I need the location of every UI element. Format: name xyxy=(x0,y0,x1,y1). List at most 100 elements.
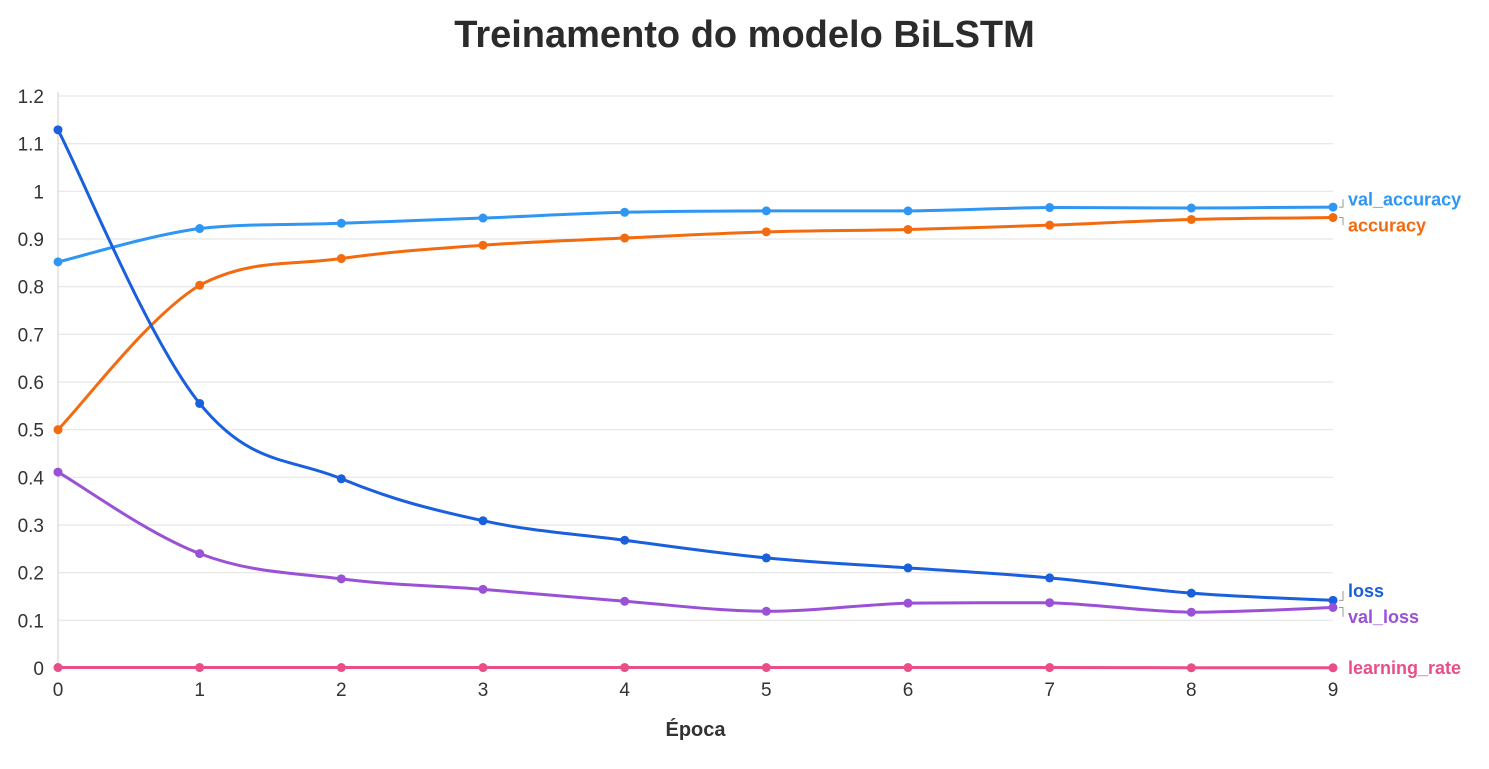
series-learning-rate xyxy=(53,663,1338,673)
data-point xyxy=(53,257,63,267)
y-tick-label: 1 xyxy=(33,182,44,203)
data-point xyxy=(53,467,63,477)
x-tick-label: 4 xyxy=(619,680,630,701)
data-point xyxy=(903,206,913,216)
x-axis-label: Época xyxy=(665,718,726,741)
data-point xyxy=(336,663,346,673)
data-point xyxy=(336,574,346,584)
y-tick-label: 1.2 xyxy=(18,87,44,108)
data-point xyxy=(1186,607,1196,617)
x-tick-label: 1 xyxy=(194,680,205,701)
x-tick-label: 8 xyxy=(1186,680,1197,701)
y-tick-label: 0.9 xyxy=(18,230,44,251)
data-point xyxy=(53,663,63,673)
chart-title: Treinamento do modelo BiLSTM xyxy=(454,14,1035,56)
x-tick-label: 9 xyxy=(1328,680,1339,701)
data-point xyxy=(336,218,346,228)
grid xyxy=(58,95,1333,669)
series-label-val-accuracy: val_accuracy xyxy=(1339,189,1461,209)
x-tick-label: 7 xyxy=(1044,680,1055,701)
y-tick-label: 0.4 xyxy=(18,468,45,489)
data-point xyxy=(1186,588,1196,598)
series-line xyxy=(56,216,1335,432)
label-connector xyxy=(1339,199,1344,208)
data-point xyxy=(761,227,771,237)
data-point xyxy=(1045,598,1055,608)
series-label-accuracy: accuracy xyxy=(1339,215,1426,235)
data-point xyxy=(1328,595,1338,605)
data-point xyxy=(1045,663,1055,673)
data-point xyxy=(195,398,205,408)
data-point xyxy=(195,549,205,559)
data-point xyxy=(336,254,346,264)
y-tick-label: 0.6 xyxy=(18,373,44,394)
data-point xyxy=(620,207,630,217)
data-point xyxy=(1186,663,1196,673)
data-point xyxy=(195,280,205,290)
y-tick-label: 1.1 xyxy=(18,135,44,156)
data-point xyxy=(903,663,913,673)
data-point xyxy=(1328,202,1338,212)
x-tick-label: 3 xyxy=(478,680,489,701)
series-label-text: accuracy xyxy=(1348,215,1426,235)
data-point xyxy=(620,596,630,606)
series-accuracy xyxy=(53,213,1338,435)
series-val-accuracy xyxy=(53,202,1338,267)
x-tick-label: 0 xyxy=(53,680,64,701)
series-label-text: val_accuracy xyxy=(1348,189,1461,209)
y-tick-label: 0.8 xyxy=(18,278,44,299)
y-tick-label: 0.5 xyxy=(18,421,44,442)
series-lines xyxy=(53,125,1338,673)
series-label-text: learning_rate xyxy=(1348,658,1461,678)
data-point xyxy=(620,663,630,673)
series-line xyxy=(56,470,1335,614)
data-point xyxy=(1045,203,1055,213)
data-point xyxy=(195,224,205,234)
data-point xyxy=(761,663,771,673)
data-point xyxy=(53,425,63,435)
data-point xyxy=(1328,663,1338,673)
label-connector xyxy=(1339,590,1344,601)
x-tick-label: 2 xyxy=(336,680,347,701)
series-line xyxy=(56,128,1335,602)
data-point xyxy=(478,240,488,250)
data-point xyxy=(903,598,913,608)
data-point xyxy=(903,224,913,234)
data-point xyxy=(1328,213,1338,223)
label-connector xyxy=(1339,217,1344,226)
series-val-loss xyxy=(53,467,1338,617)
series-labels: val_accuracy accuracy loss val_loss learning… xyxy=(1339,189,1461,678)
series-label-val-loss: val_loss xyxy=(1339,607,1419,627)
data-point xyxy=(1186,203,1196,213)
series-label-text: val_loss xyxy=(1348,607,1419,627)
x-tick-label: 5 xyxy=(761,680,772,701)
data-point xyxy=(620,535,630,545)
y-tick-label: 0.2 xyxy=(18,564,44,585)
data-point xyxy=(478,663,488,673)
data-point xyxy=(1328,602,1338,612)
series-label-text: loss xyxy=(1348,581,1384,601)
data-point xyxy=(195,663,205,673)
series-label-learning-rate: learning_rate xyxy=(1348,658,1461,678)
y-tick-label: 0.3 xyxy=(18,516,44,537)
x-tick-label: 6 xyxy=(903,680,914,701)
data-point xyxy=(761,206,771,216)
data-point xyxy=(478,584,488,594)
y-tick-label: 0 xyxy=(33,659,44,680)
data-point xyxy=(761,553,771,563)
data-point xyxy=(478,213,488,223)
data-point xyxy=(1045,573,1055,583)
series-label-loss: loss xyxy=(1339,581,1384,601)
series-loss xyxy=(53,125,1338,605)
y-tick-label: 0.1 xyxy=(18,611,44,632)
label-connector xyxy=(1339,606,1344,617)
data-point xyxy=(336,474,346,484)
data-point xyxy=(903,563,913,573)
data-point xyxy=(478,516,488,526)
data-point xyxy=(1045,220,1055,230)
data-point xyxy=(620,233,630,243)
y-tick-label: 0.7 xyxy=(18,325,44,346)
data-point xyxy=(1186,214,1196,224)
